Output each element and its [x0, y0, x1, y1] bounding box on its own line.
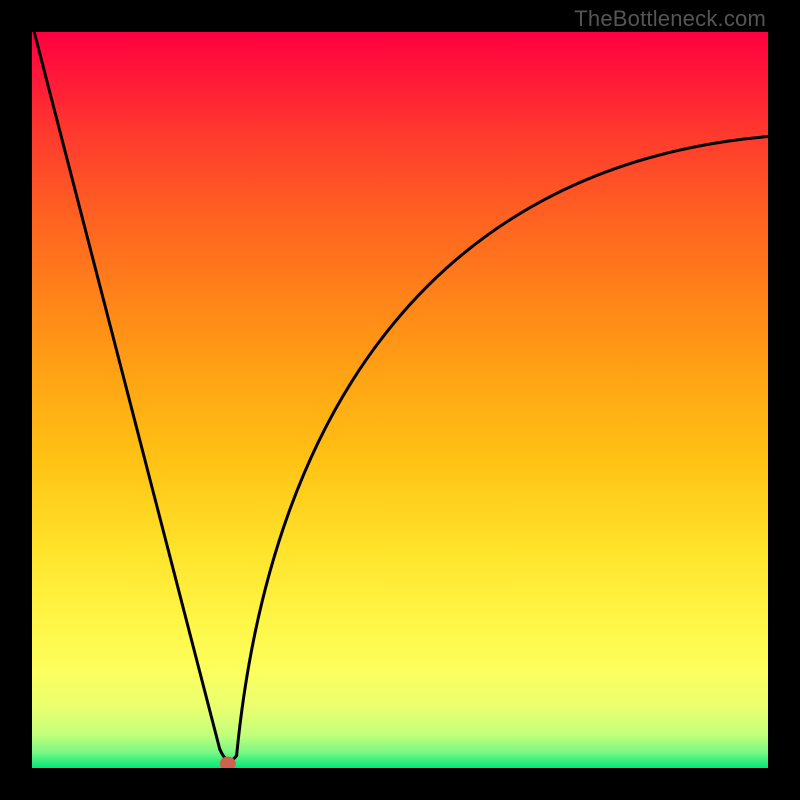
- curve-right-branch: [237, 137, 768, 756]
- curve-bottom-cup: [220, 749, 237, 761]
- gradient-background: [32, 32, 768, 768]
- minimum-marker: [220, 757, 236, 768]
- chart-svg: [32, 32, 768, 768]
- curve-left-branch: [34, 32, 219, 749]
- plot-area: [32, 32, 768, 768]
- watermark-text: TheBottleneck.com: [574, 6, 766, 32]
